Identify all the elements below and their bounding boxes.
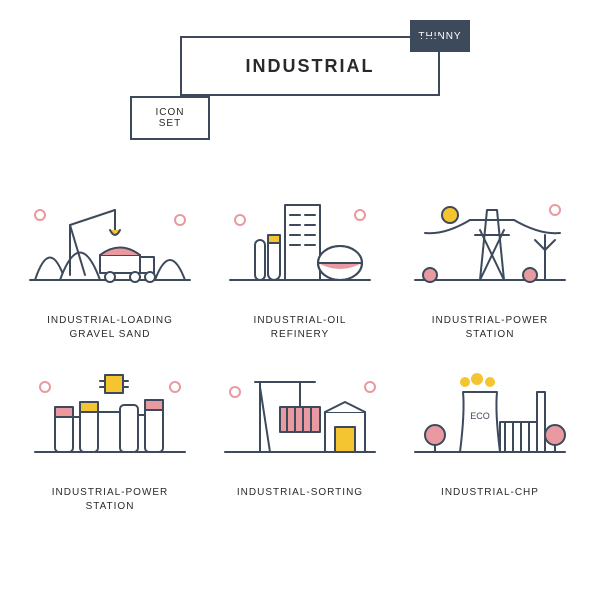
power-station2-icon [25,352,195,482]
caption-power2: INDUSTRIAL-POWER STATION [52,486,169,514]
cell-power2: INDUSTRIAL-POWER STATION [20,352,200,514]
subtitle-line2: SET [159,118,181,129]
icon-grid: INDUSTRIAL-LOADING GRAVEL SAND INDUSTRIA… [0,180,600,514]
caption-gravel: INDUSTRIAL-LOADING GRAVEL SAND [47,314,173,342]
title-box: INDUSTRIAL [180,36,440,96]
cell-power1: INDUSTRIAL-POWER STATION [400,180,580,342]
gravel-icon [25,180,195,310]
subtitle-box: ICON SET [130,96,210,140]
caption-chp: INDUSTRIAL-CHP [441,486,539,500]
cell-sorting: INDUSTRIAL-SORTING [210,352,390,514]
refinery-icon [215,180,385,310]
cell-chp: ECO INDUSTRIAL-CHP [400,352,580,514]
sorting-icon [215,352,385,482]
cell-refinery: INDUSTRIAL-OIL REFINERY [210,180,390,342]
caption-refinery: INDUSTRIAL-OIL REFINERY [254,314,347,342]
svg-text:ECO: ECO [470,411,490,421]
power-station-icon [405,180,575,310]
header-block: THINNY INDUSTRIAL ICON SET [130,20,470,140]
subtitle-line1: ICON [156,107,185,118]
cell-gravel: INDUSTRIAL-LOADING GRAVEL SAND [20,180,200,342]
caption-power1: INDUSTRIAL-POWER STATION [432,314,549,342]
chp-icon: ECO [405,352,575,482]
caption-sorting: INDUSTRIAL-SORTING [237,486,363,500]
